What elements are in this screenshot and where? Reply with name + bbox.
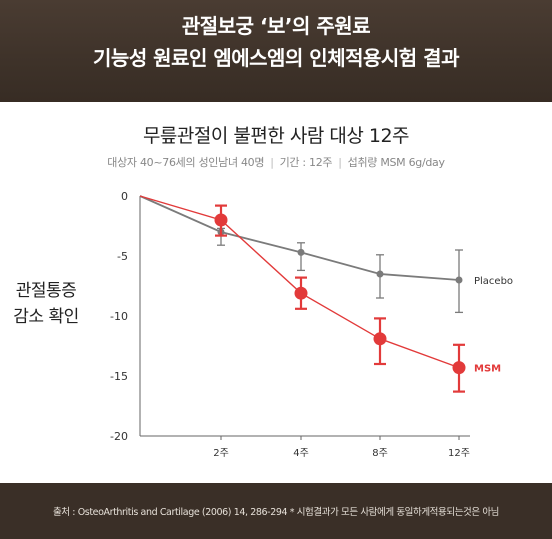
- header-title-line1: 관절보궁 ‘보’의 주원료: [181, 14, 371, 38]
- subtitle-divider: |: [270, 156, 274, 169]
- data-point-msm: [214, 213, 228, 227]
- x-tick-label: 2주: [213, 448, 229, 459]
- footer-source-text: 출처 : OsteoArthritis and Cartilage (2006)…: [52, 507, 500, 518]
- y-tick-label: -15: [110, 370, 128, 383]
- side-label-line1: 관절통증: [15, 281, 77, 301]
- y-tick-label: -20: [110, 430, 128, 443]
- x-tick-label: 4주: [293, 448, 309, 459]
- series-line-msm: [139, 195, 460, 369]
- y-tick-label: -5: [117, 250, 128, 263]
- series-label-placebo: Placebo: [474, 276, 513, 287]
- subtitle-intake: 섭취량 MSM 6g/day: [347, 156, 445, 169]
- header-banner: 관절보궁 ‘보’의 주원료 기능성 원료인 엠에스엠의 인체적용시험 결과: [0, 0, 552, 102]
- data-point-placebo: [376, 270, 384, 278]
- data-point-msm: [373, 332, 387, 346]
- data-point-placebo: [455, 276, 463, 284]
- y-tick-label: 0: [121, 190, 128, 203]
- chart-title: 무릎관절이 불편한 사람 대상 12주: [142, 125, 410, 147]
- series-label-msm: MSM: [474, 364, 501, 375]
- data-point-placebo: [297, 248, 305, 256]
- header-title-line2: 기능성 원료인 엠에스엠의 인체적용시험 결과: [93, 46, 459, 70]
- subtitle-period: 기간 : 12주: [279, 156, 333, 169]
- side-label-line2: 감소 확인: [13, 307, 79, 327]
- subtitle-divider: |: [338, 156, 342, 169]
- chart-subtitle: 대상자 40~76세의 성인남녀 40명 | 기간 : 12주 | 섭취량 MSM 6g…: [0, 154, 552, 170]
- footer-source: 출처 : OsteoArthritis and Cartilage (2006)…: [0, 483, 552, 539]
- series-line-placebo: [139, 195, 460, 281]
- data-point-msm: [294, 286, 308, 300]
- y-axis-side-label: 관절통증 감소 확인: [6, 278, 86, 330]
- data-point-msm: [452, 361, 466, 375]
- y-tick-label: -10: [110, 310, 128, 323]
- x-tick-label: 8주: [372, 448, 388, 459]
- x-tick-label: 12주: [448, 448, 470, 459]
- subtitle-subjects: 대상자 40~76세의 성인남녀 40명: [107, 156, 265, 169]
